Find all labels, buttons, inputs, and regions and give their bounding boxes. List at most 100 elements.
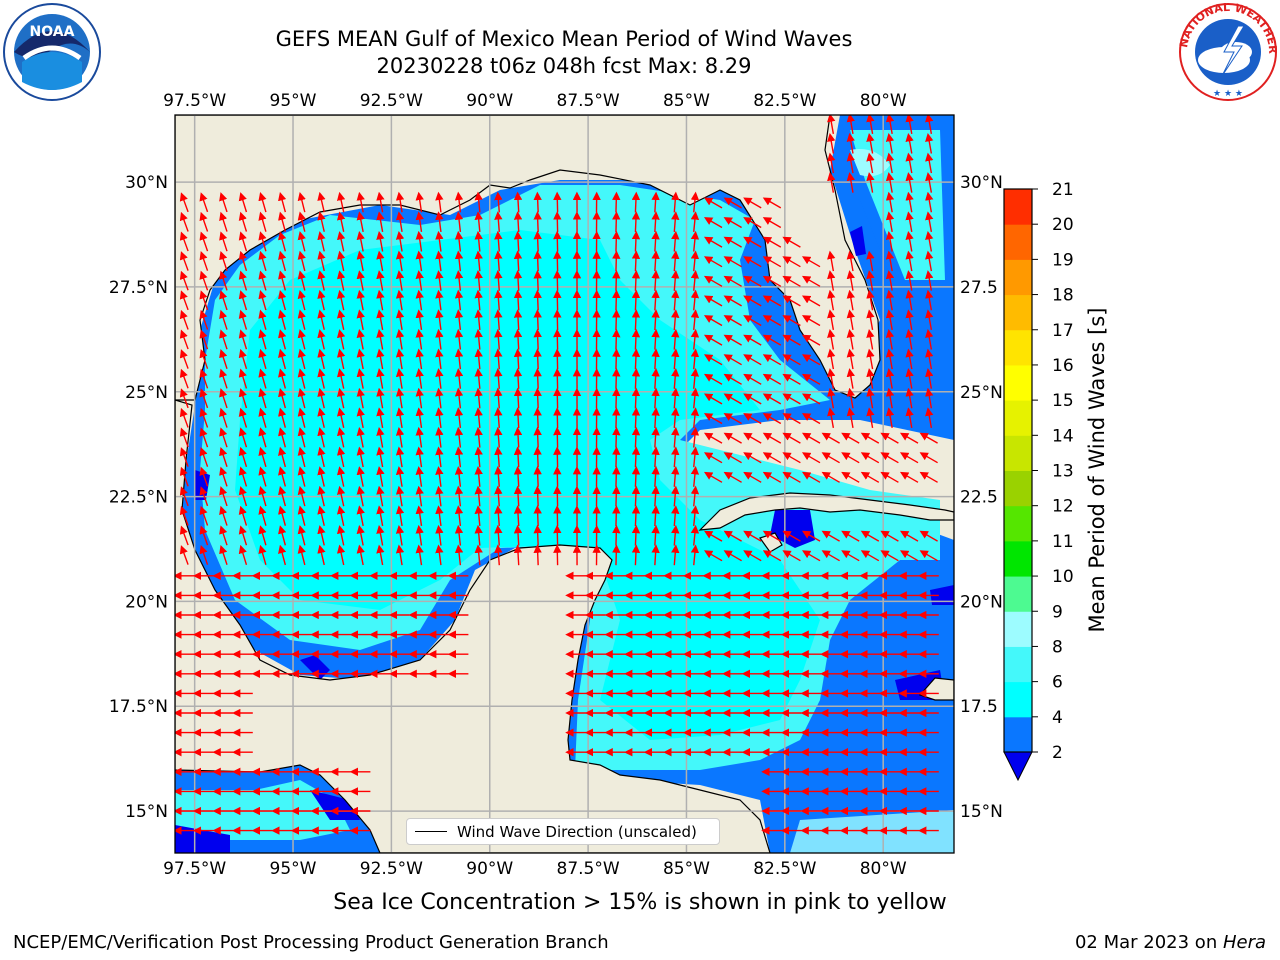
wave-direction-arrow [743, 334, 762, 346]
wave-direction-arrow [651, 230, 660, 252]
wave-direction-arrow [336, 289, 346, 311]
wave-direction-arrow [297, 211, 306, 232]
wave-direction-arrow [199, 505, 209, 526]
wave-direction-arrow [723, 393, 742, 405]
wave-direction-arrow [827, 348, 836, 370]
lat-tick-label-right: 27.5 [960, 278, 998, 298]
wave-direction-arrow [703, 432, 723, 444]
wave-direction-arrow [782, 295, 801, 307]
wave-direction-arrow [671, 309, 680, 331]
wave-direction-arrow [880, 452, 899, 464]
wave-direction-arrow [905, 407, 914, 428]
wave-direction-arrow [219, 446, 228, 467]
colorbar-segment [1004, 189, 1032, 225]
wave-direction-arrow [846, 348, 855, 370]
wave-direction-arrow [651, 466, 660, 487]
wave-direction-arrow [356, 525, 365, 546]
wave-direction-arrow [723, 334, 742, 346]
wave-direction-arrow [821, 530, 840, 542]
wave-direction-arrow [723, 275, 742, 287]
wave-direction-arrow [435, 387, 444, 409]
wave-direction-arrow [801, 550, 821, 562]
wave-direction-arrow [631, 446, 641, 468]
wave-direction-arrow [866, 387, 875, 409]
chart-subtitle: 20230228 t06z 048h fcst Max: 8.29 [376, 54, 752, 78]
wave-direction-arrow [723, 530, 742, 542]
wave-direction-arrow [651, 211, 660, 233]
wave-direction-arrow [703, 217, 723, 229]
wave-direction-arrow [762, 256, 782, 268]
wave-direction-arrow [841, 452, 860, 464]
colorbar-segment [1004, 505, 1032, 542]
wave-direction-arrow [899, 530, 919, 542]
wave-direction-arrow [743, 256, 762, 268]
wave-direction-arrow [743, 217, 762, 229]
wave-direction-arrow [723, 452, 742, 464]
colorbar-tick-label: 6 [1052, 673, 1063, 693]
wave-direction-arrow [762, 413, 782, 425]
wave-direction-arrow [199, 231, 209, 252]
wave-direction-arrow [179, 211, 189, 232]
wave-direction-arrow [395, 387, 405, 409]
wave-direction-arrow [454, 485, 464, 507]
wave-direction-arrow [513, 309, 523, 331]
wave-direction-arrow [454, 446, 464, 468]
wave-direction-arrow [297, 505, 306, 526]
wave-direction-arrow [919, 530, 938, 542]
wave-direction-arrow [782, 471, 801, 483]
wave-direction-arrow [827, 328, 836, 350]
colorbar-tick-label: 14 [1052, 426, 1074, 446]
wave-direction-arrow [723, 373, 742, 385]
wave-direction-arrow [651, 505, 660, 527]
wave-direction-arrow [376, 387, 385, 409]
wave-direction-arrow [743, 452, 762, 464]
wave-direction-arrow [415, 191, 424, 213]
wave-direction-arrow [278, 466, 287, 487]
wave-direction-arrow [821, 452, 840, 464]
wave-direction-arrow [395, 230, 405, 252]
wave-direction-arrow [846, 387, 855, 409]
wave-direction-arrow [474, 191, 483, 213]
wave-direction-arrow [846, 132, 855, 154]
wave-direction-arrow [179, 505, 189, 526]
wave-direction-arrow [317, 466, 326, 487]
wave-direction-arrow [690, 407, 700, 429]
wave-direction-arrow [762, 471, 782, 483]
wave-direction-arrow [690, 368, 700, 389]
wave-direction-arrow [494, 230, 503, 252]
wave-direction-arrow [671, 446, 680, 468]
wave-direction-arrow [278, 388, 287, 409]
wave-direction-arrow [238, 466, 248, 487]
wave-direction-arrow [743, 236, 762, 248]
wave-direction-arrow [258, 290, 267, 311]
wave-direction-arrow [238, 231, 248, 252]
wave-direction-arrow [782, 315, 801, 327]
wave-direction-arrow [690, 348, 700, 370]
wave-direction-arrow [454, 544, 464, 566]
wave-direction-arrow [395, 368, 405, 389]
wave-direction-arrow [651, 485, 660, 507]
wave-direction-arrow [866, 368, 875, 389]
wave-direction-arrow [743, 393, 762, 405]
wave-direction-arrow [356, 270, 365, 291]
wave-direction-arrow [905, 250, 914, 272]
wave-direction-arrow [179, 486, 189, 507]
wave-direction-arrow [513, 446, 523, 468]
wave-direction-arrow [651, 387, 660, 409]
wave-direction-arrow [925, 289, 934, 311]
wave-direction-arrow [801, 373, 821, 385]
wave-direction-arrow [454, 309, 464, 331]
wave-direction-arrow [533, 191, 542, 213]
wave-direction-arrow [356, 387, 365, 409]
wave-direction-arrow [631, 505, 641, 527]
wave-direction-arrow [317, 446, 326, 468]
wave-direction-arrow [454, 466, 464, 487]
wave-direction-arrow [356, 191, 365, 213]
wave-direction-arrow [278, 309, 287, 330]
wave-direction-arrow [651, 191, 660, 213]
wave-direction-arrow [723, 471, 742, 483]
wave-direction-arrow [258, 446, 267, 468]
wave-direction-arrow [723, 197, 742, 209]
colorbar-tick-label: 2 [1052, 743, 1063, 763]
wave-direction-arrow [474, 446, 483, 468]
